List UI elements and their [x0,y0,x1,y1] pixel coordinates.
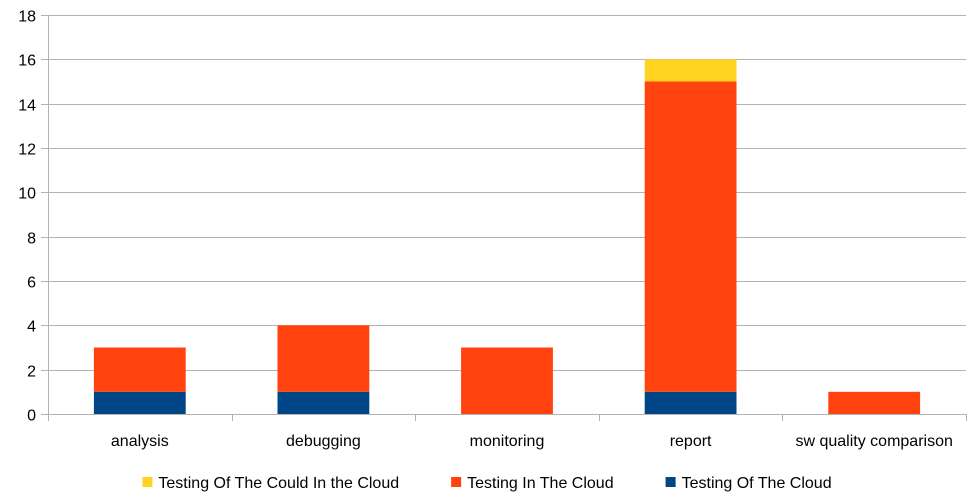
bar-analysis-series-1 [93,347,186,392]
x-category-label: analysis [111,433,169,450]
bar-report-series-0 [644,391,737,414]
x-category-label: monitoring [470,433,545,450]
y-tick-label: 8 [27,231,36,248]
x-category-label: sw quality comparison [795,433,952,450]
y-tick-label: 0 [27,408,36,425]
bar-sw-quality-comparison-series-1 [828,391,921,414]
y-tick-label: 10 [18,186,36,203]
y-tick-label: 6 [27,275,36,292]
y-tick-label: 2 [27,364,36,381]
x-category-label: report [670,433,712,450]
legend-label-0: Testing Of The Could In the Cloud [158,475,399,492]
y-tick-label: 14 [18,98,36,115]
bar-debugging-series-0 [277,391,370,414]
y-tick-label: 16 [18,53,36,70]
axes: 0 2 4 6 8 10 12 14 16 18 analysis debugging monitori… [18,9,967,450]
legend-swatch-0 [142,477,153,487]
legend-label-2: Testing Of The Cloud [682,475,832,492]
y-tick-label: 12 [18,142,36,159]
legend: Testing Of The Could In the Cloud Testing… [142,475,832,492]
legend-swatch-1 [451,477,462,487]
bar-report-series-1 [644,81,737,392]
legend-swatch-2 [665,477,676,487]
legend-label-1: Testing In The Cloud [467,475,613,492]
grid-lines [48,15,966,415]
bar-debugging-series-1 [277,325,370,392]
bar-report-series-2 [644,59,737,82]
bar-monitoring-series-1 [461,347,553,414]
y-tick-label: 18 [18,9,36,26]
y-tick-label: 4 [27,319,36,336]
bars [93,59,921,414]
x-category-label: debugging [286,433,361,450]
bar-analysis-series-0 [93,391,186,414]
